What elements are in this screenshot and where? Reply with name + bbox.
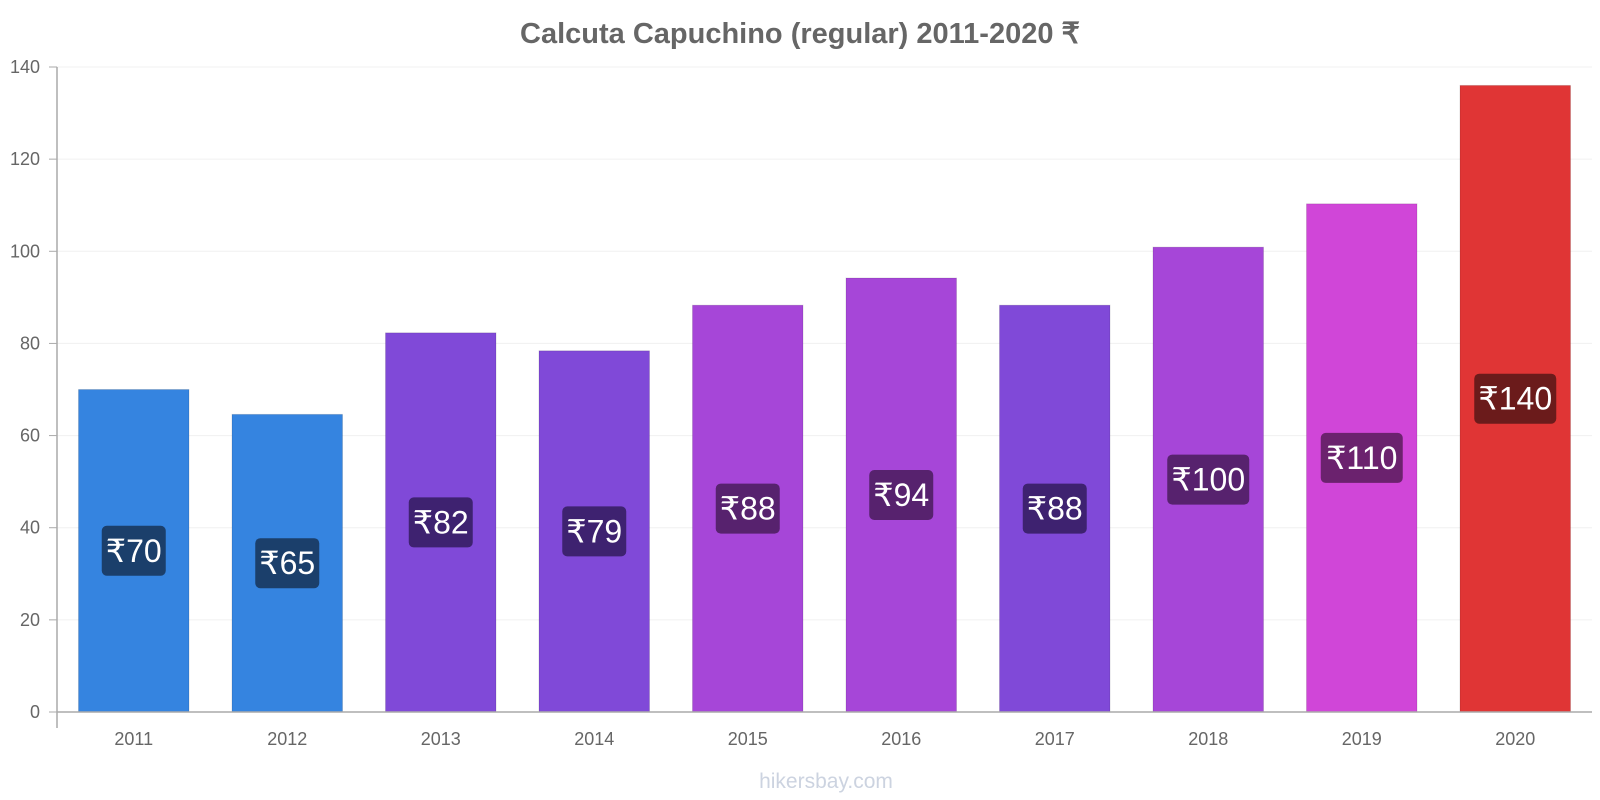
y-tick-label: 0	[30, 702, 40, 722]
x-tick-label: 2013	[421, 729, 461, 749]
data-label-box	[101, 525, 166, 576]
x-tick-label: 2015	[728, 729, 768, 749]
x-tick-label: 2014	[574, 729, 614, 749]
data-label-box	[1320, 432, 1403, 483]
data-label-box	[562, 506, 627, 557]
chart-title: Calcuta Capuchino (regular) 2011-2020 ₹	[520, 18, 1080, 50]
data-label-box	[255, 538, 320, 589]
data-label: ₹110	[1326, 440, 1397, 476]
x-tick-label: 2016	[881, 729, 921, 749]
data-label-box	[1474, 373, 1557, 424]
y-tick-label: 40	[20, 518, 40, 538]
y-tick-label: 100	[10, 241, 40, 261]
y-tick-label: 60	[20, 426, 40, 446]
data-label: ₹88	[1027, 491, 1083, 527]
y-tick-label: 20	[20, 610, 40, 630]
bars	[77, 84, 1572, 713]
x-tick-label: 2020	[1495, 729, 1535, 749]
data-label: ₹70	[106, 533, 162, 569]
watermark: hikersbay.com	[759, 770, 893, 793]
data-label: ₹88	[720, 491, 776, 527]
data-label: ₹100	[1171, 462, 1245, 498]
data-label-box	[715, 483, 780, 534]
x-tick-label: 2019	[1342, 729, 1382, 749]
data-label: ₹65	[259, 545, 315, 581]
y-tick-label: 80	[20, 333, 40, 353]
x-tick-label: 2012	[267, 729, 307, 749]
data-label: ₹79	[566, 513, 622, 549]
y-tick-label: 140	[10, 57, 40, 77]
data-label-box	[1167, 454, 1250, 505]
data-label-box	[869, 470, 934, 521]
data-label: ₹82	[413, 504, 469, 540]
axes: 0 20 40 60 80 100 120 140 2011 2012 2013 2014 2015 20…	[10, 57, 1592, 749]
data-labels: ₹70 ₹65 ₹82 ₹79 ₹88 ₹94 ₹88 ₹100 ₹110 ₹140	[101, 373, 1557, 589]
y-tick-label: 120	[10, 149, 40, 169]
data-label: ₹140	[1478, 381, 1552, 417]
data-label-box	[1022, 483, 1087, 534]
data-label: ₹94	[873, 477, 929, 513]
data-label-box	[408, 497, 473, 548]
x-tick-label: 2018	[1188, 729, 1228, 749]
x-tick-label: 2017	[1035, 729, 1075, 749]
x-tick-label: 2011	[114, 729, 153, 749]
